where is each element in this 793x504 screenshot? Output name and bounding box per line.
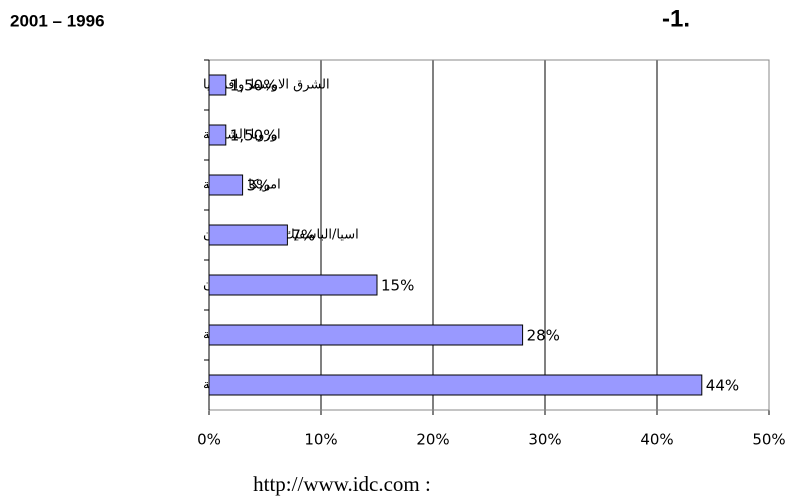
bar xyxy=(208,74,227,96)
value-label: 15% xyxy=(381,277,414,295)
value-label: 7% xyxy=(291,227,315,245)
x-tick-label: 10% xyxy=(304,431,337,449)
y-tick-label: الشرق الاوسط وافريقيا xyxy=(203,78,330,93)
x-tick-label: 0% xyxy=(197,431,221,449)
value-label: 1,50% xyxy=(230,127,278,145)
value-label: 3% xyxy=(247,177,271,195)
value-label: 44% xyxy=(706,377,739,395)
x-tick-label: 50% xyxy=(752,431,785,449)
x-tick-label: 20% xyxy=(416,431,449,449)
bar xyxy=(208,274,378,296)
chart-title: -1. xyxy=(662,5,690,32)
bar xyxy=(208,324,524,346)
value-label: 1,50% xyxy=(230,77,278,95)
bar xyxy=(208,224,288,246)
value-label: 28% xyxy=(527,327,560,345)
bar xyxy=(208,374,703,396)
x-tick-label: 30% xyxy=(528,431,561,449)
source: http://www.idc.com : xyxy=(253,472,431,496)
bar xyxy=(208,174,244,196)
chart-subtitle: 2001 – 1996 xyxy=(10,11,105,30)
x-tick-label: 40% xyxy=(640,431,673,449)
bar xyxy=(208,124,227,146)
